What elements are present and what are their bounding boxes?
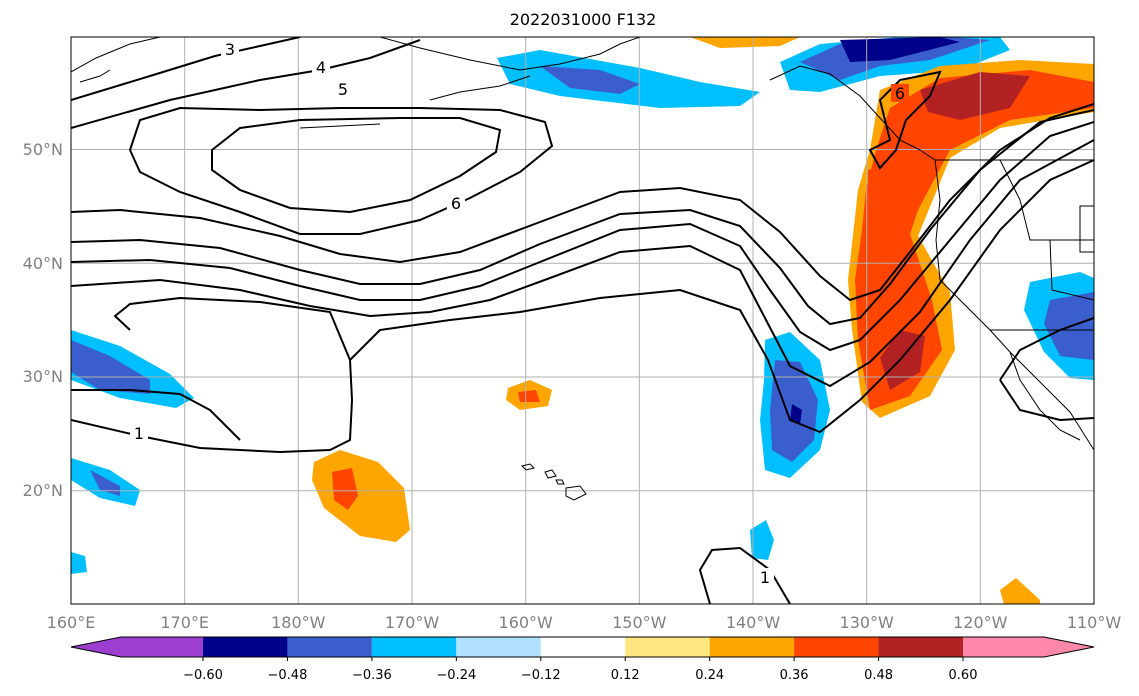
map-title: 2022031000 F132 xyxy=(510,10,657,29)
lon-tick: 180°W xyxy=(271,613,326,632)
lat-tick: 20°N xyxy=(23,481,63,500)
coastlines xyxy=(71,37,1094,501)
height-contours xyxy=(71,37,1094,604)
colorbar-tick-label: 0.60 xyxy=(949,668,978,683)
colorbar-band xyxy=(121,637,203,657)
colorbar-tick-label: −0.12 xyxy=(521,668,561,683)
contour-label-6b: 6 xyxy=(895,84,905,103)
colorbar-band xyxy=(794,637,879,657)
lon-tick-labels: 160°E 170°E 180°W 170°W 160°W 150°W 140°… xyxy=(47,613,1122,632)
lon-tick: 170°W xyxy=(385,613,440,632)
lat-tick: 50°N xyxy=(23,140,63,159)
colorbar-band xyxy=(963,637,1044,657)
map-frame xyxy=(70,36,1095,605)
lon-tick: 120°W xyxy=(953,613,1008,632)
lat-tick: 30°N xyxy=(23,367,63,386)
gridlines xyxy=(71,37,1094,604)
lon-tick: 130°W xyxy=(840,613,895,632)
lat-tick-labels: 20°N 30°N 40°N 50°N xyxy=(23,140,63,500)
colorbar-band xyxy=(456,637,541,657)
colorbar-tick-label: −0.48 xyxy=(268,668,308,683)
colorbar-band xyxy=(625,637,710,657)
map-panel: 3 4 5 6 6 1 1 xyxy=(71,37,1094,604)
lon-tick: 110°W xyxy=(1067,613,1122,632)
lon-tick: 170°E xyxy=(160,613,209,632)
lon-tick: 150°W xyxy=(612,613,667,632)
contour-label-3: 3 xyxy=(225,40,235,59)
colorbar: −0.60 −0.48 −0.36 −0.24 −0.12 0.12 0.24 0.36 0.4… xyxy=(70,636,1095,683)
colorbar-tick-label: −0.24 xyxy=(436,668,476,683)
colorbar-extend-high xyxy=(1044,637,1094,657)
colorbar-extend-low xyxy=(71,637,121,657)
colorbar-band xyxy=(878,637,963,657)
colorbar-tick-label: −0.36 xyxy=(352,668,392,683)
colorbar-tick-label: 0.12 xyxy=(611,668,640,683)
lon-tick: 160°E xyxy=(47,613,96,632)
contour-label-1b: 1 xyxy=(760,568,770,587)
colorbar-band xyxy=(371,637,457,657)
lon-tick: 140°W xyxy=(726,613,781,632)
contour-label-4: 4 xyxy=(316,58,326,77)
contour-label-6a: 6 xyxy=(451,194,461,213)
colorbar-band xyxy=(287,637,372,657)
colorbar-band xyxy=(709,637,795,657)
colorbar-tick-label: 0.24 xyxy=(695,668,724,683)
contour-label-1a: 1 xyxy=(134,424,144,443)
colorbar-band xyxy=(540,637,626,657)
colorbar-tick-label: 0.48 xyxy=(864,668,893,683)
contour-label-5: 5 xyxy=(338,80,348,99)
colorbar-band xyxy=(203,637,288,657)
lat-tick: 40°N xyxy=(23,254,63,273)
contour-labels: 3 4 5 6 6 1 1 xyxy=(130,40,909,587)
colorbar-tick-label: 0.36 xyxy=(780,668,809,683)
lon-tick: 160°W xyxy=(499,613,554,632)
colorbar-outline xyxy=(70,636,1095,658)
colorbar-tick-label: −0.60 xyxy=(183,668,223,683)
